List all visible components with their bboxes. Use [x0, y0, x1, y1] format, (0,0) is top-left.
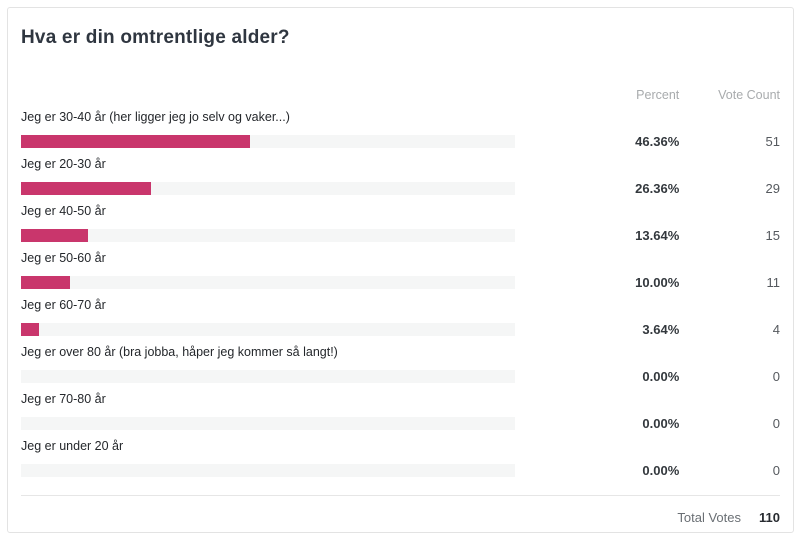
option-label: Jeg er 20-30 år [21, 157, 106, 171]
percent-value: 3.64% [642, 322, 680, 337]
bar-track [21, 464, 515, 477]
vote-count: 0 [772, 369, 780, 384]
vote-count: 0 [772, 416, 780, 431]
bar-fill [21, 135, 250, 148]
percent-value: 46.36% [635, 134, 680, 149]
option-label: Jeg er 40-50 år [21, 204, 106, 218]
percent-value: 13.64% [635, 228, 680, 243]
bar-track [21, 370, 515, 383]
vote-count: 11 [766, 275, 781, 290]
total-votes-value: 110 [759, 510, 780, 525]
poll-option-row: Jeg er 20-30 år 26.36% 29 [21, 156, 780, 196]
option-label: Jeg er under 20 år [21, 439, 124, 453]
bar-track [21, 135, 515, 148]
bar-track [21, 417, 515, 430]
poll-option-row: Jeg er under 20 år 0.00% 0 [21, 438, 780, 478]
option-label: Jeg er 60-70 år [21, 298, 106, 312]
vote-count: 51 [765, 134, 780, 149]
option-bar-line: 0.00% 0 [21, 369, 780, 384]
percent-column-header: Percent [636, 88, 680, 102]
bar-track [21, 182, 515, 195]
bar-track [21, 229, 515, 242]
vote-count: 29 [765, 181, 780, 196]
bar-track [21, 276, 515, 289]
vote-count: 4 [772, 322, 780, 337]
poll-option-row: Jeg er 30-40 år (her ligger jeg jo selv … [21, 109, 780, 149]
vote-count-column-header: Vote Count [718, 88, 780, 102]
vote-count: 15 [765, 228, 780, 243]
percent-value: 0.00% [642, 463, 680, 478]
total-votes-label: Total Votes [677, 510, 742, 525]
poll-option-row: Jeg er 60-70 år 3.64% 4 [21, 297, 780, 337]
option-label: Jeg er 30-40 år (her ligger jeg jo selv … [21, 110, 290, 124]
option-bar-line: 46.36% 51 [21, 134, 780, 149]
option-label: Jeg er 70-80 år [21, 392, 106, 406]
poll-results-card: Hva er din omtrentlige alder? Percent Vo… [7, 7, 794, 533]
percent-value: 0.00% [642, 416, 680, 431]
percent-value: 10.00% [635, 275, 680, 290]
option-bar-line: 26.36% 29 [21, 181, 780, 196]
poll-rows: Jeg er 30-40 år (her ligger jeg jo selv … [21, 109, 780, 478]
option-bar-line: 0.00% 0 [21, 416, 780, 431]
bar-fill [21, 323, 39, 336]
poll-question-title: Hva er din omtrentlige alder? [21, 27, 290, 48]
option-bar-line: 10.00% 11 [21, 275, 780, 290]
option-bar-line: 3.64% 4 [21, 322, 780, 337]
percent-value: 0.00% [642, 369, 680, 384]
footer-divider [21, 495, 780, 496]
poll-option-row: Jeg er 70-80 år 0.00% 0 [21, 391, 780, 431]
bar-fill [21, 276, 71, 289]
option-label: Jeg er over 80 år (bra jobba, håper jeg … [21, 345, 338, 359]
poll-option-row: Jeg er 50-60 år 10.00% 11 [21, 250, 780, 290]
bar-fill [21, 182, 152, 195]
column-headers: Percent Vote Count [21, 87, 780, 103]
option-label: Jeg er 50-60 år [21, 251, 106, 265]
option-bar-line: 0.00% 0 [21, 463, 780, 478]
option-bar-line: 13.64% 15 [21, 228, 780, 243]
total-votes-row: Total Votes 110 [21, 510, 780, 525]
bar-track [21, 323, 515, 336]
poll-option-row: Jeg er 40-50 år 13.64% 15 [21, 203, 780, 243]
bar-fill [21, 229, 89, 242]
vote-count: 0 [772, 463, 780, 478]
poll-option-row: Jeg er over 80 år (bra jobba, håper jeg … [21, 344, 780, 384]
percent-value: 26.36% [635, 181, 680, 196]
